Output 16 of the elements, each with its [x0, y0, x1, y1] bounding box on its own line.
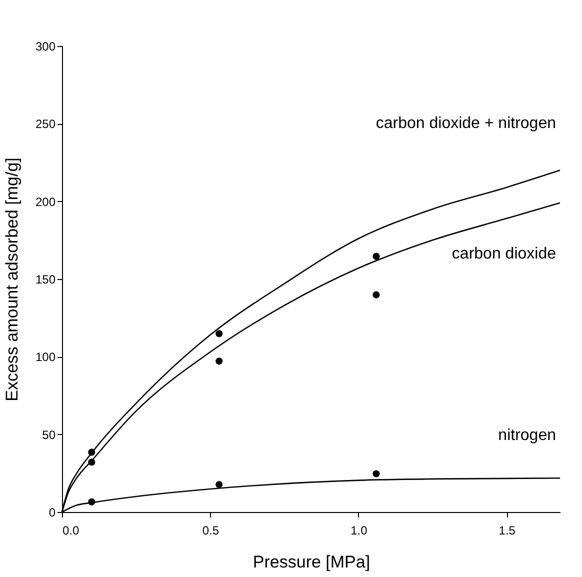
y-tick-label: 100 [35, 350, 56, 364]
annotation: carbon dioxide [452, 245, 556, 262]
x-tick-label: 0.5 [202, 524, 220, 538]
x-axis-title: Pressure [MPa] [252, 552, 370, 572]
y-tick-label: 200 [35, 194, 56, 209]
y-tick-label: 150 [35, 272, 56, 286]
x-tick-label: 1.5 [498, 524, 516, 538]
x-tick-label: 0.0 [62, 524, 80, 538]
y-axis-title: Excess amount adsorbed [mg/g] [2, 158, 22, 402]
y-tick-label: 50 [42, 428, 56, 442]
x-tick-label: 1.0 [350, 524, 368, 538]
y-tick-label: 300 [35, 40, 56, 54]
annotation: carbon dioxide + nitrogen [376, 114, 556, 132]
y-tick-label: 0 [48, 506, 56, 520]
annotation: nitrogen [498, 427, 556, 444]
y-tick-label: 250 [35, 117, 56, 132]
